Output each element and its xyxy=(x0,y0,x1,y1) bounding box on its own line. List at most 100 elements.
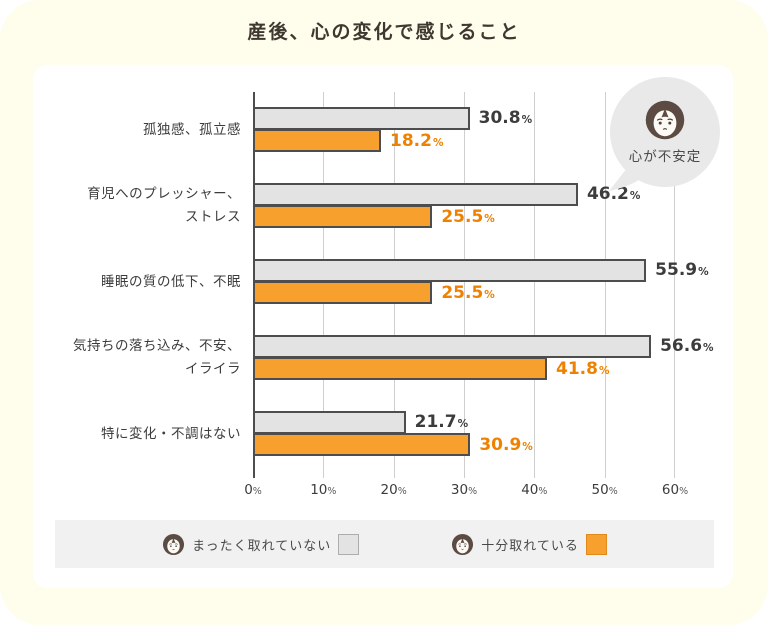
percent-sign: % xyxy=(598,365,610,377)
percent-sign: % xyxy=(703,342,714,354)
bar-orange xyxy=(253,281,433,304)
bar-gray xyxy=(253,107,470,130)
bar-line: 21.7% xyxy=(253,411,675,434)
bar-value-label: 56.6% xyxy=(660,338,713,355)
percent-sign: % xyxy=(522,441,533,453)
bar-gray xyxy=(253,411,406,434)
tick-number: 20 xyxy=(380,482,398,498)
bar-value-label: 55.9% xyxy=(655,262,708,279)
percent-sign: % xyxy=(484,213,495,225)
bar-value-label: 30.9% xyxy=(479,437,532,454)
tick-number: 40 xyxy=(521,482,539,498)
x-tick-label: 0% xyxy=(244,482,262,498)
value-number: 21.7 xyxy=(414,412,457,432)
category-label: 気持ちの落ち込み、不安、 イライラ xyxy=(73,338,241,377)
tick-number: 60 xyxy=(661,482,680,498)
percent-sign: % xyxy=(538,486,548,497)
value-number: 41.8 xyxy=(555,359,598,379)
tired-mother-face-icon xyxy=(163,533,185,555)
category-label: 育児へのプレッシャー、 ストレス xyxy=(87,186,241,225)
value-number: 56.6 xyxy=(660,336,703,356)
page-title: 産後、心の変化で感じること xyxy=(247,21,521,43)
percent-sign: % xyxy=(679,486,689,497)
chart-card: 孤独感、孤立感 育児へのプレッシャー、 ストレス 睡眠の質の低下、不眠 気持ちの… xyxy=(33,65,733,588)
legend-item-no-sleep: まったく取れていない xyxy=(162,533,360,556)
legend: まったく取れていない 十分取れている xyxy=(55,520,714,568)
bar-value-label: 25.5% xyxy=(441,285,494,302)
x-tick-label: 10% xyxy=(310,482,336,498)
legend-label: まったく取れていない xyxy=(192,538,332,554)
value-number: 18.2 xyxy=(390,131,432,151)
chart-row: 46.2% 25.5% xyxy=(253,168,675,244)
bar-line: 41.8% xyxy=(253,357,675,381)
bar-gray xyxy=(253,335,652,358)
rested-mother-face-icon xyxy=(452,533,474,555)
bar-line: 56.6% xyxy=(253,335,714,358)
x-tick-label: 50% xyxy=(592,482,618,498)
percent-sign: % xyxy=(608,486,618,497)
plot-area: 30.8% 18.2% 46.2% 25.5% xyxy=(253,92,714,478)
legend-swatch-orange xyxy=(585,533,607,555)
bar-value-label: 18.2% xyxy=(390,133,443,150)
bar-line: 25.5% xyxy=(253,205,675,229)
tick-number: 30 xyxy=(450,482,469,498)
bar-value-label: 41.8% xyxy=(556,361,609,378)
legend-item-enough-sleep: 十分取れている xyxy=(451,533,607,556)
bar-orange xyxy=(253,129,381,152)
chart-row: 55.9% 25.5% xyxy=(253,244,709,320)
x-axis: 0% 10% 20% 30% 40% 50% 60% xyxy=(244,482,688,502)
value-number: 25.5 xyxy=(441,283,484,303)
bar-value-label: 46.2% xyxy=(587,186,640,203)
bar-line: 25.5% xyxy=(253,281,675,305)
gridline xyxy=(604,92,606,478)
chart-row: 30.8% 18.2% xyxy=(253,92,675,168)
bar-orange xyxy=(253,357,547,380)
percent-sign: % xyxy=(629,190,641,202)
x-tick-label: 40% xyxy=(521,482,547,498)
bar-orange xyxy=(253,433,471,456)
annotation-label: 心が不安定 xyxy=(628,149,702,165)
bar-line: 55.9% xyxy=(253,259,709,282)
x-tick-label: 60% xyxy=(662,482,688,498)
gridline xyxy=(674,92,675,478)
bar-value-label: 21.7% xyxy=(415,414,468,431)
bar-value-label: 25.5% xyxy=(441,209,494,226)
percent-sign: % xyxy=(521,114,533,126)
gridline xyxy=(464,92,465,478)
legend-swatch-gray xyxy=(338,533,360,555)
bar-gray xyxy=(253,259,647,282)
bar-gray xyxy=(253,183,578,206)
gridline xyxy=(534,92,536,478)
percent-sign: % xyxy=(484,289,495,301)
value-number: 46.2 xyxy=(586,184,629,204)
percent-sign: % xyxy=(397,486,407,497)
percent-sign: % xyxy=(432,137,444,149)
worried-mother-face-icon xyxy=(645,100,685,140)
annotation-bubble: 心が不安定 xyxy=(601,75,725,197)
legend-label: 十分取れている xyxy=(481,538,579,554)
category-label: 孤独感、孤立感 xyxy=(143,121,241,138)
value-number: 25.5 xyxy=(441,207,484,227)
percent-sign: % xyxy=(468,486,478,497)
tick-number: 0 xyxy=(244,482,253,498)
bar-line: 18.2% xyxy=(253,129,675,153)
percent-sign: % xyxy=(457,418,469,430)
category-labels: 孤独感、孤立感 育児へのプレッシャー、 ストレス 睡眠の質の低下、不眠 気持ちの… xyxy=(33,92,241,472)
tick-number: 50 xyxy=(591,482,609,498)
x-tick-label: 30% xyxy=(451,482,477,498)
value-number: 55.9 xyxy=(655,260,698,280)
category-label: 睡眠の質の低下、不眠 xyxy=(101,273,241,290)
chart-row: 56.6% 41.8% xyxy=(253,320,714,396)
percent-sign: % xyxy=(252,486,262,497)
value-number: 30.9 xyxy=(479,435,522,455)
bar-value-label: 30.8% xyxy=(479,110,532,127)
chart-row: 21.7% 30.9% xyxy=(253,396,675,472)
bar-rows: 30.8% 18.2% 46.2% 25.5% xyxy=(253,92,714,472)
bubble-content: 心が不安定 xyxy=(610,77,720,187)
percent-sign: % xyxy=(327,486,337,497)
tick-number: 10 xyxy=(310,482,328,498)
x-tick-label: 20% xyxy=(381,482,407,498)
value-number: 30.8 xyxy=(478,108,521,128)
bar-line: 30.9% xyxy=(253,433,675,457)
